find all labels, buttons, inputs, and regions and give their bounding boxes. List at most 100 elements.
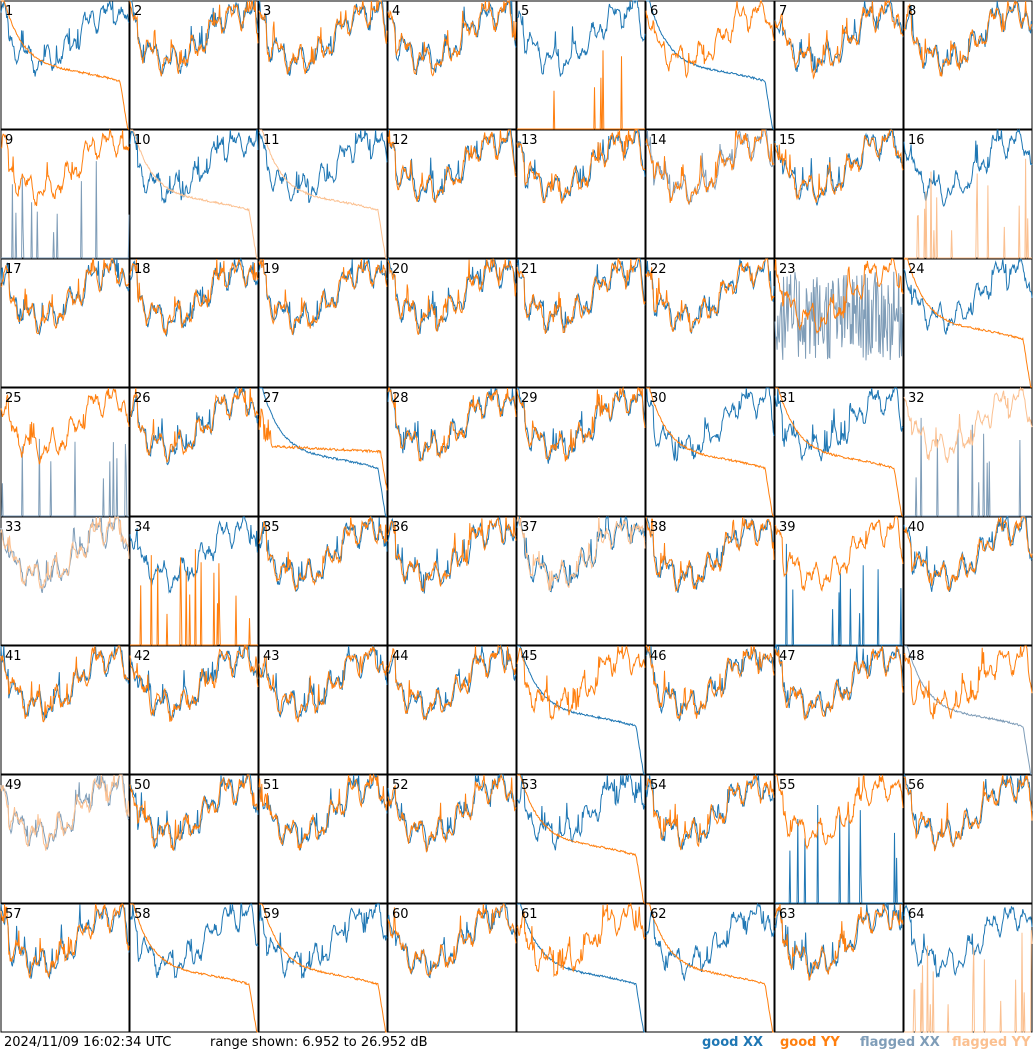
panel-label: 48	[908, 649, 925, 664]
panel-frame	[0, 129, 130, 259]
panel-label: 64	[908, 907, 925, 922]
panel-frame	[774, 0, 904, 130]
panel-frame	[258, 129, 388, 259]
panel-30: 30	[645, 387, 775, 517]
panel-frame	[129, 0, 259, 130]
panel-frame	[129, 903, 259, 1033]
panel-frame	[129, 258, 259, 388]
series-flagged-xx	[904, 417, 1032, 517]
panel-frame	[0, 903, 130, 1033]
panel-51: 51	[258, 773, 388, 904]
panel-9: 9	[0, 128, 130, 259]
panel-label: 43	[263, 649, 280, 664]
panel-52: 52	[387, 773, 517, 904]
series-good-yy	[387, 644, 517, 722]
series-good-yy	[129, 258, 259, 335]
series-good-yy	[774, 258, 904, 334]
panel-frame	[0, 258, 130, 388]
series-good-xx	[774, 387, 904, 462]
panel-label: 61	[521, 907, 538, 922]
series-good-yy	[387, 129, 517, 203]
panel-46: 46	[645, 644, 775, 775]
series-flagged-yy	[259, 129, 387, 259]
series-flagged-yy	[516, 516, 646, 592]
series-good-yy	[0, 128, 130, 207]
series-flagged-xx	[774, 271, 904, 361]
series-good-yy	[646, 387, 774, 517]
series-good-yy	[387, 0, 517, 77]
panel-label: 20	[392, 262, 409, 277]
series-good-yy	[903, 0, 1033, 77]
series-flagged-yy	[130, 129, 258, 259]
series-good-xx	[774, 0, 904, 73]
panel-frame	[516, 903, 646, 1033]
panel-8: 8	[903, 0, 1033, 130]
series-good-yy	[129, 0, 259, 77]
panel-20: 20	[387, 257, 517, 388]
series-good-yy	[258, 408, 388, 491]
panel-label: 58	[134, 907, 151, 922]
panel-32: 32	[903, 386, 1033, 517]
panel-54: 54	[645, 773, 775, 904]
series-good-yy	[258, 773, 388, 851]
panel-label: 9	[5, 133, 13, 148]
series-good-yy	[516, 386, 646, 462]
series-good-yy	[0, 903, 130, 979]
panel-label: 50	[134, 778, 151, 793]
panel-label: 54	[650, 778, 667, 793]
panel-label: 8	[908, 4, 916, 19]
panel-31: 31	[774, 387, 904, 517]
panel-frame	[516, 645, 646, 775]
series-good-yy	[516, 645, 646, 721]
panel-59: 59	[258, 903, 388, 1033]
panel-frame	[516, 0, 646, 130]
series-good-xx	[259, 516, 388, 592]
panel-label: 28	[392, 391, 409, 406]
panel-55: 55	[774, 774, 904, 904]
panel-label: 47	[779, 649, 796, 664]
panel-41: 41	[0, 645, 130, 775]
series-good-xx	[774, 128, 904, 206]
panel-frame	[903, 774, 1033, 904]
panel-label: 35	[263, 520, 280, 535]
series-good-yy	[0, 258, 130, 335]
panel-label: 41	[5, 649, 22, 664]
series-good-xx	[646, 0, 774, 130]
series-good-xx	[0, 0, 130, 77]
panel-24: 24	[903, 258, 1033, 388]
series-good-yy	[387, 903, 517, 977]
series-good-yy	[774, 0, 904, 80]
series-good-xx	[259, 387, 387, 517]
legend-flagged-yy: flagged YY	[952, 1035, 1031, 1050]
panel-frame	[0, 645, 130, 775]
panel-label: 49	[5, 778, 22, 793]
panel-label: 52	[392, 778, 409, 793]
panel-label: 37	[521, 520, 538, 535]
series-good-xx	[903, 0, 1033, 76]
panel-61: 61	[516, 902, 646, 1033]
series-good-xx	[646, 387, 775, 462]
panel-label: 60	[392, 907, 409, 922]
panel-10: 10	[129, 129, 259, 259]
series-flagged-yy	[0, 774, 130, 851]
panel-21: 21	[516, 257, 646, 388]
panel-frame	[903, 387, 1033, 517]
series-good-xx	[129, 129, 259, 204]
panel-19: 19	[258, 258, 388, 388]
panel-frame	[258, 903, 388, 1033]
panel-label: 11	[263, 133, 280, 148]
series-flagged-yy	[903, 386, 1033, 463]
panel-frame	[774, 645, 904, 775]
panel-label: 36	[392, 520, 409, 535]
series-good-xx	[516, 774, 646, 851]
panel-frame	[903, 645, 1033, 775]
panel-frame	[387, 387, 517, 517]
legend-flagged-xx: flagged XX	[860, 1035, 940, 1050]
panel-frame	[645, 387, 775, 517]
panel-label: 19	[263, 262, 280, 277]
series-good-yy	[517, 774, 645, 904]
series-good-yy	[904, 258, 1032, 388]
panel-7: 7	[774, 0, 904, 130]
series-good-yy	[387, 258, 517, 336]
